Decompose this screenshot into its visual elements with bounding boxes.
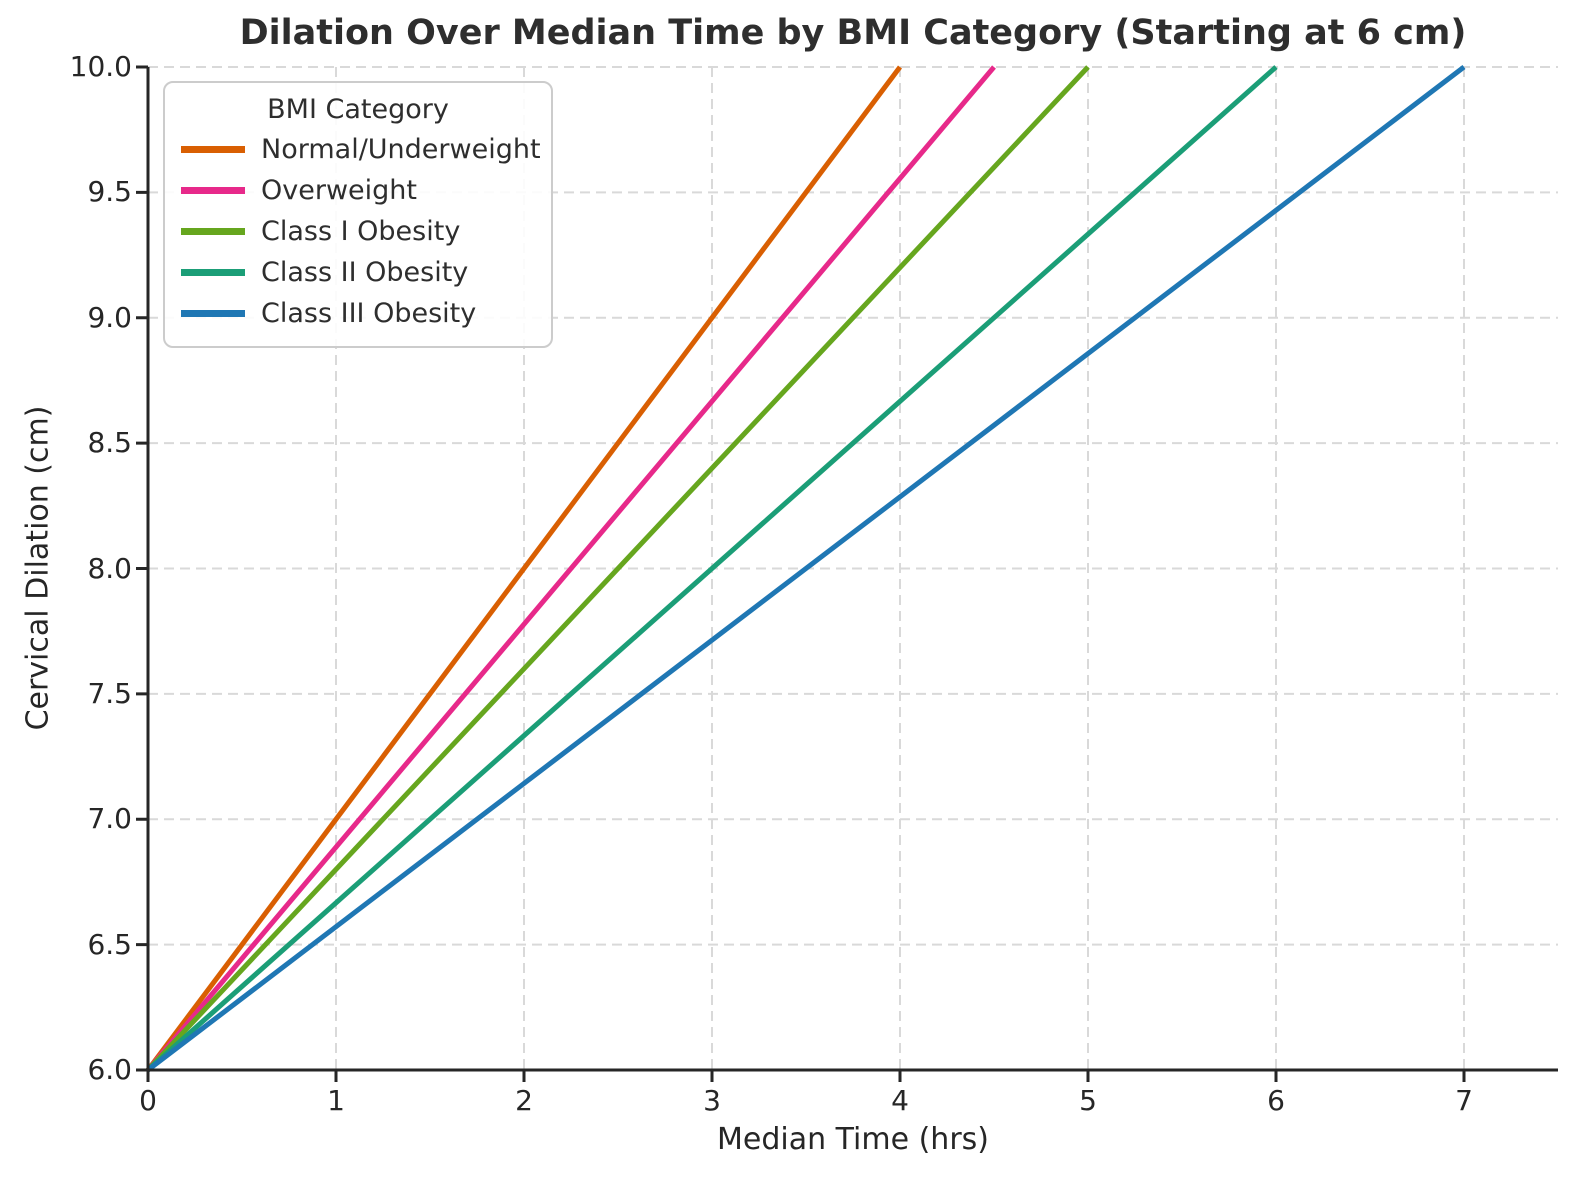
legend-label-class-i-obesity: Class I Obesity	[261, 216, 461, 247]
x-tick-label-1: 1	[327, 1084, 345, 1117]
series-line-normal-underweight	[145, 65, 903, 1072]
chart-title: Dilation Over Median Time by BMI Categor…	[239, 13, 1467, 53]
x-tick-label-0: 0	[139, 1084, 157, 1117]
x-tick-label-7: 7	[1455, 1084, 1473, 1117]
legend-item-class-i-obesity: Class I Obesity	[171, 211, 545, 252]
x-axis-label: Median Time (hrs)	[717, 1122, 989, 1157]
legend-label-class-iii-obesity: Class III Obesity	[261, 298, 477, 329]
y-tick-label-6.5: 6.5	[87, 927, 132, 961]
legend-swatch-overweight	[181, 187, 245, 194]
legend-title: BMI Category	[267, 94, 449, 125]
y-tick-label-9.5: 9.5	[87, 175, 132, 209]
x-tick-label-3: 3	[703, 1084, 721, 1117]
x-tick-label-4: 4	[891, 1084, 909, 1117]
series-line-overweight	[146, 65, 996, 1072]
data-series	[145, 65, 1466, 1072]
legend-swatch-normal-underweight	[181, 146, 245, 153]
legend-label-normal-underweight: Normal/Underweight	[261, 134, 541, 165]
legend-item-class-ii-obesity: Class II Obesity	[171, 252, 545, 293]
plot-area	[136, 65, 1558, 1082]
legend-swatch-class-ii-obesity	[181, 269, 245, 276]
legend-item-normal-underweight: Normal/Underweight	[171, 129, 545, 170]
y-tick-label-6.0: 6.0	[87, 1053, 132, 1086]
legend-label-overweight: Overweight	[261, 175, 417, 206]
y-tick-label-8.0: 8.0	[87, 551, 132, 585]
series-line-class-i-obesity	[146, 65, 1090, 1072]
y-tick-label-9.0: 9.0	[87, 300, 132, 334]
y-tick-label-7.5: 7.5	[87, 676, 132, 710]
series-line-class-iii-obesity	[146, 65, 1466, 1072]
y-tick-label-8.5: 8.5	[87, 426, 132, 460]
legend-items: Normal/Underweight Overweight Class I Obes…	[171, 129, 545, 334]
x-tick-label-6: 6	[1267, 1084, 1285, 1117]
legend-swatch-class-iii-obesity	[181, 310, 245, 317]
series-line-class-ii-obesity	[146, 65, 1278, 1072]
legend-item-overweight: Overweight	[171, 170, 545, 211]
legend-item-class-iii-obesity: Class III Obesity	[171, 293, 545, 334]
legend: BMI Category Normal/Underweight Overweigh…	[163, 81, 553, 348]
x-tick-label-5: 5	[1079, 1084, 1097, 1117]
y-tick-label-10.0: 10.0	[69, 50, 132, 83]
axes-spines-and-ticks	[136, 65, 1558, 1082]
legend-swatch-class-i-obesity	[181, 228, 245, 235]
legend-label-class-ii-obesity: Class II Obesity	[261, 257, 469, 288]
x-tick-label-2: 2	[515, 1084, 533, 1117]
y-tick-label-7.0: 7.0	[87, 802, 132, 836]
